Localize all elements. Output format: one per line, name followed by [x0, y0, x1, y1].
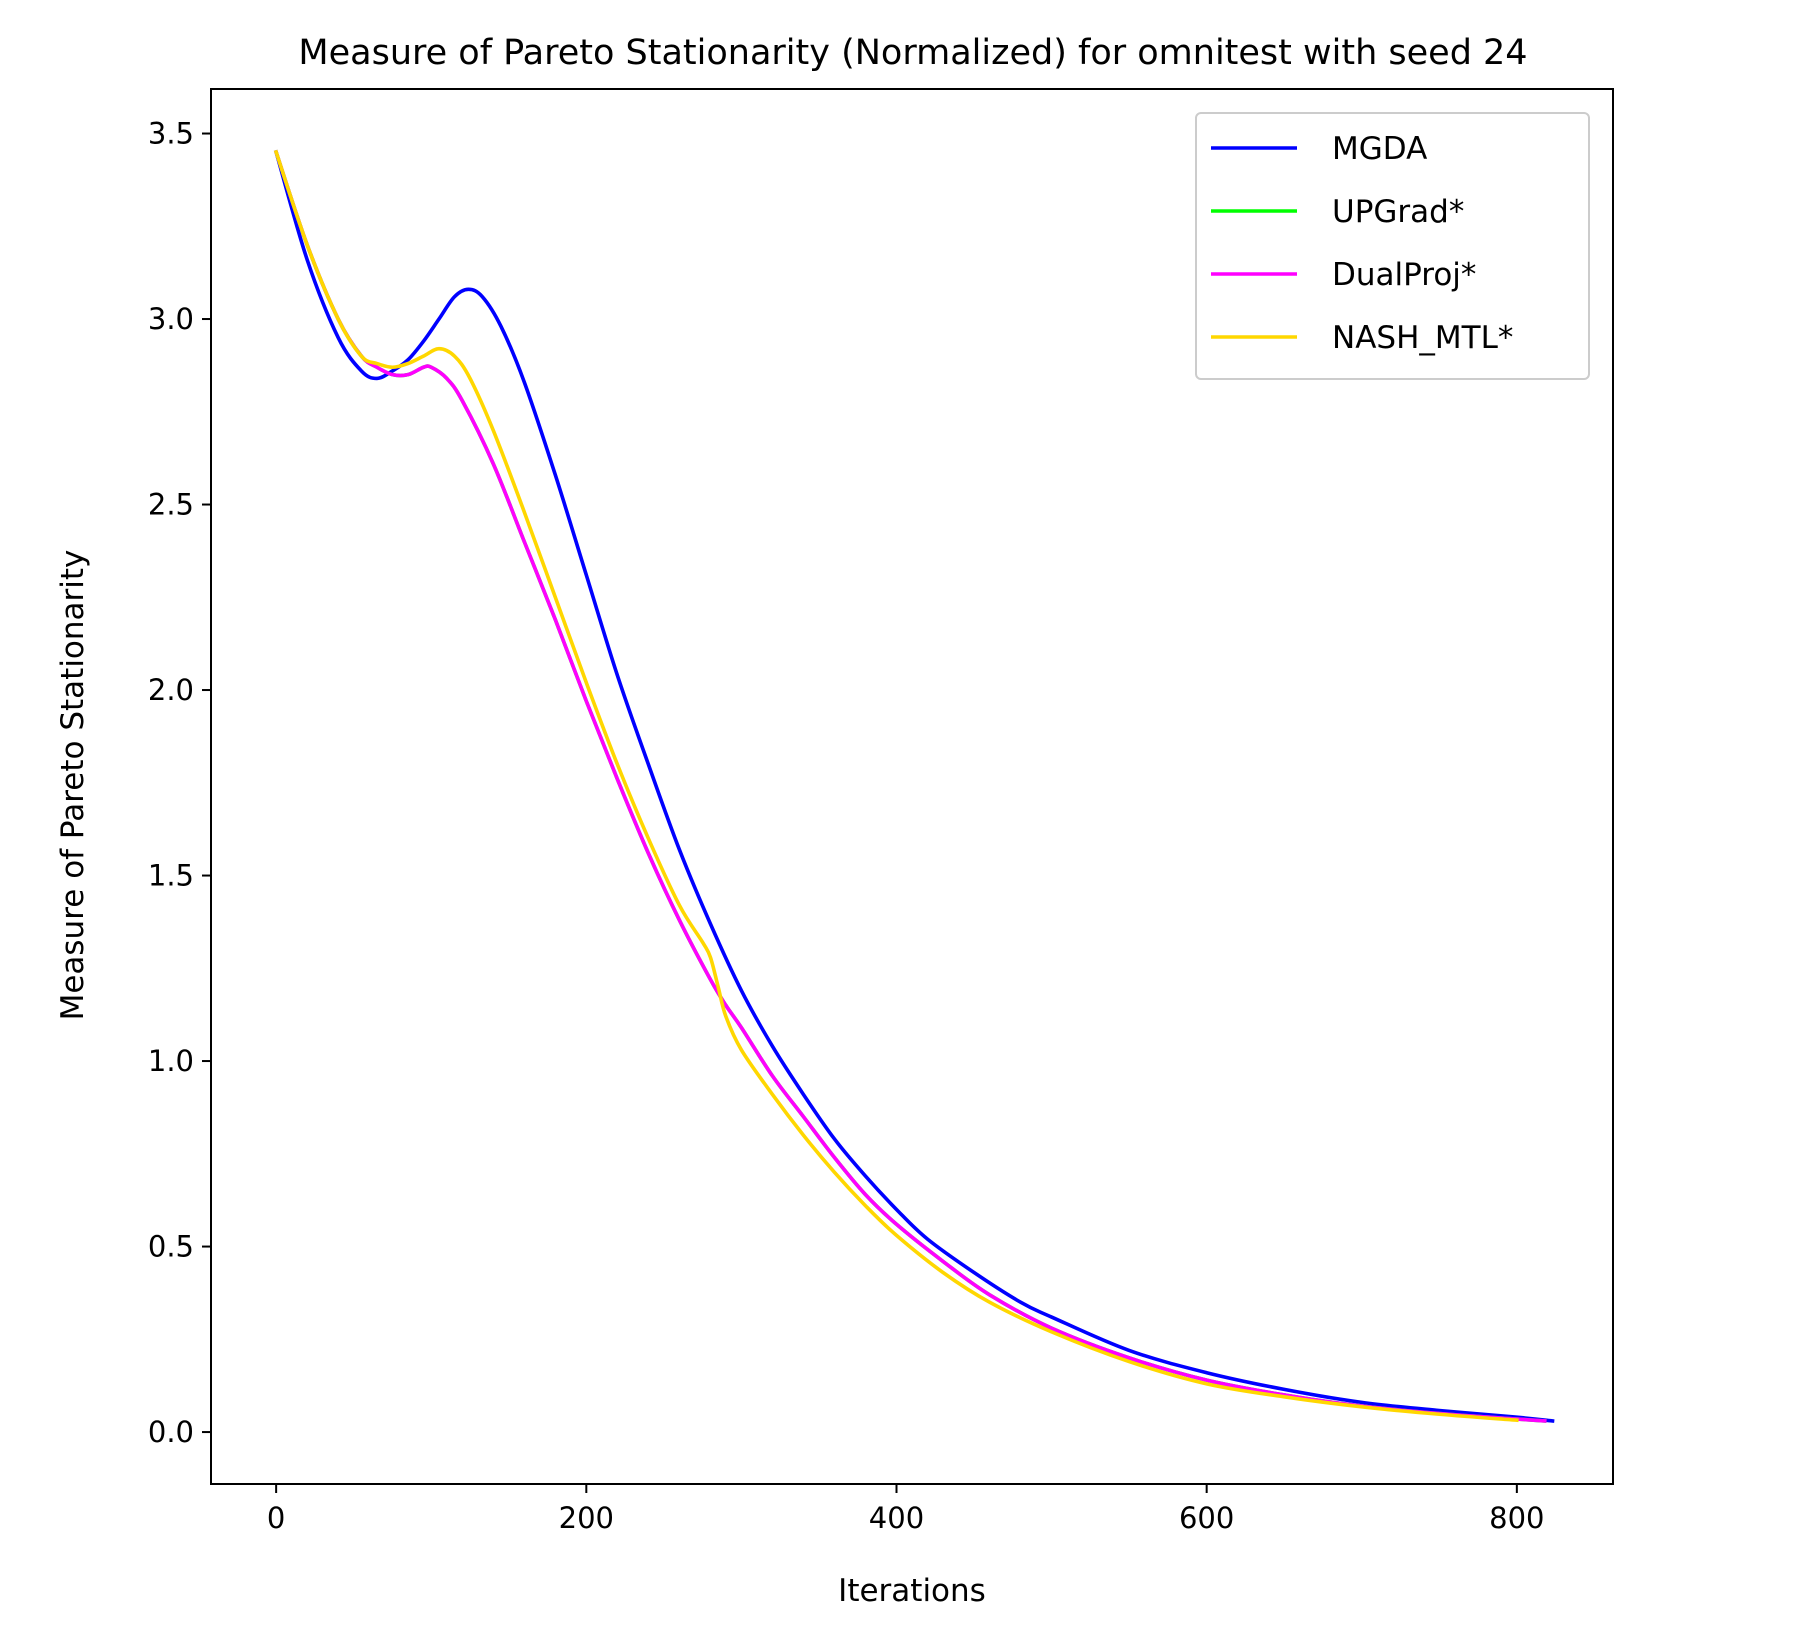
x-tick-label: 0: [267, 1501, 285, 1535]
y-axis: 0.0 0.5 1.0 1.5 2.0 2.5 3.0 3.5: [148, 117, 211, 1449]
legend-label-mgda: MGDA: [1332, 131, 1427, 167]
y-tick-label: 2.5: [148, 488, 194, 522]
series-line-dualproj: [273, 149, 1547, 1423]
chart-title: Measure of Pareto Stationarity (Normaliz…: [298, 33, 1527, 73]
x-tick-label: 800: [1489, 1501, 1544, 1535]
x-tick-label: 600: [1179, 1501, 1234, 1535]
x-tick-label: 200: [559, 1501, 614, 1535]
y-tick-label: 0.5: [148, 1230, 194, 1264]
series-line-nash-mtl: [273, 149, 1519, 1423]
y-tick-label: 0.0: [148, 1415, 194, 1449]
plot-frame: [210, 88, 1614, 1485]
y-tick-label: 1.5: [148, 859, 194, 893]
series-layer: [273, 149, 1555, 1423]
legend-label-upgrad: UPGrad*: [1332, 194, 1464, 230]
legend: MGDA UPGrad* DualProj* NASH_MTL*: [1195, 112, 1590, 380]
y-tick-label: 1.0: [148, 1044, 194, 1078]
y-tick-label: 2.0: [148, 673, 194, 707]
legend-label-nash-mtl: NASH_MTL*: [1332, 320, 1513, 356]
legend-box: [1195, 112, 1590, 380]
y-axis-label: Measure of Pareto Stationarity: [55, 550, 91, 1021]
x-axis-label: Iterations: [838, 1573, 986, 1609]
y-tick-label: 3.0: [148, 302, 194, 336]
legend-label-dualproj: DualProj*: [1332, 257, 1476, 293]
x-tick-label: 400: [869, 1501, 924, 1535]
x-axis: 0 200 400 600 800: [267, 1484, 1545, 1535]
y-tick-label: 3.5: [148, 117, 194, 151]
series-line-mgda: [273, 149, 1555, 1423]
